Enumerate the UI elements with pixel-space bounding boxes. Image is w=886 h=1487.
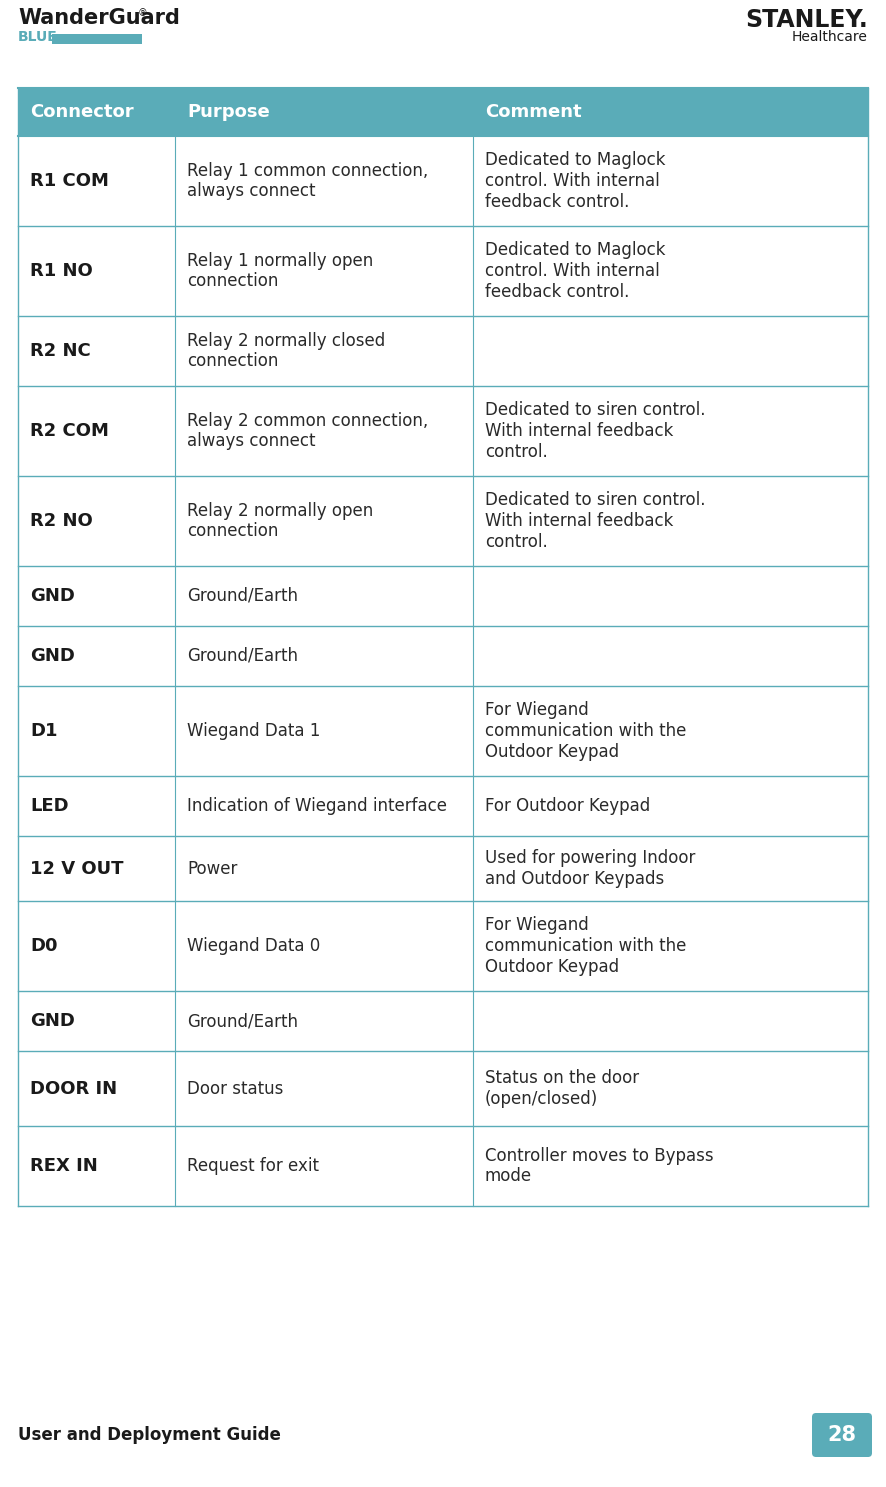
Text: Dedicated to Maglock
control. With internal
feedback control.: Dedicated to Maglock control. With inter… [485,152,665,211]
Bar [18,1051,868,1126]
Text: For Wiegand
communication with the
Outdoor Keypad: For Wiegand communication with the Outdo… [485,702,686,761]
Bar [18,901,868,990]
Text: Dedicated to siren control.
With internal feedback
control.: Dedicated to siren control. With interna… [485,401,705,461]
Text: Request for exit: Request for exit [187,1157,319,1175]
Text: User and Deployment Guide: User and Deployment Guide [18,1426,281,1444]
Text: WanderGuard: WanderGuard [18,7,180,28]
Text: GND: GND [30,647,75,665]
Text: REX IN: REX IN [30,1157,97,1175]
Text: Ground/Earth: Ground/Earth [187,647,299,665]
Text: Ground/Earth: Ground/Earth [187,1013,299,1030]
Bar [18,387,868,476]
Text: Wiegand Data 1: Wiegand Data 1 [187,723,321,741]
Text: Comment: Comment [485,103,581,120]
Text: R1 NO: R1 NO [30,262,93,280]
Text: Indication of Wiegand interface: Indication of Wiegand interface [187,797,447,815]
Bar [18,990,868,1051]
Text: Relay 1 common connection,
always connect: Relay 1 common connection, always connec… [187,162,429,201]
Text: Ground/Earth: Ground/Earth [187,587,299,605]
Bar [18,836,868,901]
Bar [18,317,868,387]
Text: ®: ® [138,7,148,18]
Bar [18,567,868,626]
FancyBboxPatch shape [812,1413,872,1457]
Text: R2 NC: R2 NC [30,342,90,360]
Text: Used for powering Indoor
and Outdoor Keypads: Used for powering Indoor and Outdoor Key… [485,849,696,888]
Bar [18,226,868,317]
Text: R1 COM: R1 COM [30,172,109,190]
Text: R2 NO: R2 NO [30,512,93,529]
Bar [18,686,868,776]
Bar [18,776,868,836]
Text: 28: 28 [828,1425,857,1445]
Text: Relay 1 normally open
connection: Relay 1 normally open connection [187,251,374,290]
Text: Controller moves to Bypass
mode: Controller moves to Bypass mode [485,1146,713,1185]
Text: Relay 2 common connection,
always connect: Relay 2 common connection, always connec… [187,412,429,451]
Text: GND: GND [30,587,75,605]
Text: Power: Power [187,859,237,877]
Bar [18,88,868,135]
Text: GND: GND [30,1013,75,1030]
Text: D0: D0 [30,937,58,955]
Bar [18,626,868,686]
Text: 12 V OUT: 12 V OUT [30,859,123,877]
Text: Wiegand Data 0: Wiegand Data 0 [187,937,321,955]
Text: R2 COM: R2 COM [30,422,109,440]
Text: D1: D1 [30,723,58,741]
Text: BLUE: BLUE [18,30,58,45]
Bar [18,1126,868,1206]
Text: LED: LED [30,797,68,815]
Text: For Wiegand
communication with the
Outdoor Keypad: For Wiegand communication with the Outdo… [485,916,686,975]
Bar [18,135,868,226]
Text: Status on the door
(open/closed): Status on the door (open/closed) [485,1069,639,1108]
Text: Dedicated to siren control.
With internal feedback
control.: Dedicated to siren control. With interna… [485,491,705,550]
Text: Dedicated to Maglock
control. With internal
feedback control.: Dedicated to Maglock control. With inter… [485,241,665,300]
Text: Connector: Connector [30,103,134,120]
Text: For Outdoor Keypad: For Outdoor Keypad [485,797,650,815]
Bar [52,34,142,45]
Text: Healthcare: Healthcare [792,30,868,45]
Text: DOOR IN: DOOR IN [30,1080,117,1097]
Text: Relay 2 normally closed
connection: Relay 2 normally closed connection [187,332,385,370]
Text: Purpose: Purpose [187,103,270,120]
Text: STANLEY.: STANLEY. [745,7,868,33]
Text: Relay 2 normally open
connection: Relay 2 normally open connection [187,501,374,540]
Bar [18,476,868,567]
Text: Door status: Door status [187,1080,284,1097]
